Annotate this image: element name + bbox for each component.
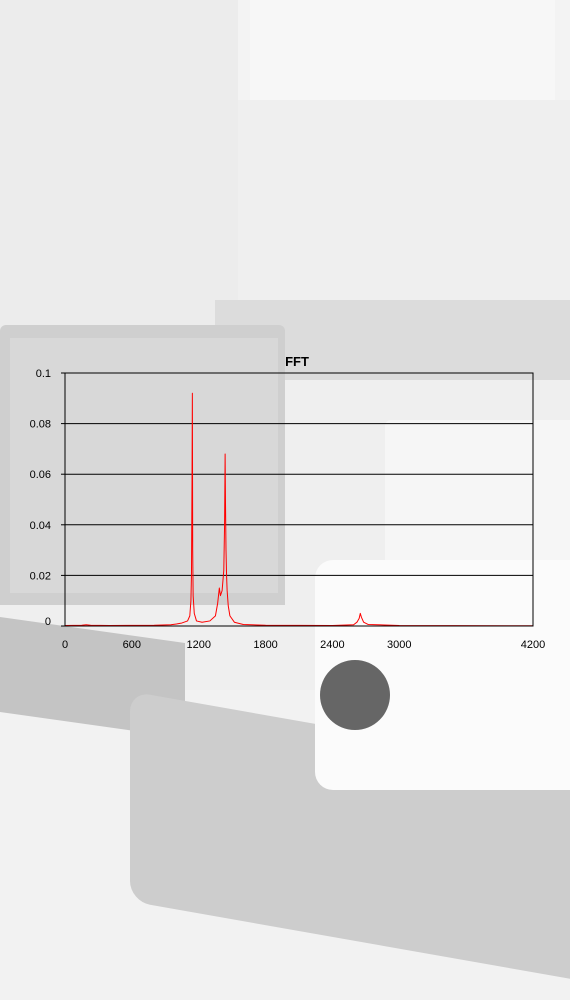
x-tick-label: 2400 bbox=[320, 639, 344, 651]
x-tick-label: 4200 bbox=[521, 639, 545, 651]
fft-series-line bbox=[64, 392, 534, 627]
x-tick-label: 1800 bbox=[253, 639, 277, 651]
y-tick-label: 0.02 bbox=[30, 570, 51, 582]
y-tick-label: 0.04 bbox=[30, 520, 51, 532]
x-axis-ticks: 0 600 1200 1800 2400 3000 4200 bbox=[62, 639, 545, 651]
plot-frame bbox=[64, 372, 534, 627]
chart-grid bbox=[65, 423, 533, 576]
y-tick-label: 0.08 bbox=[30, 419, 51, 431]
x-tick-label: 0 bbox=[62, 639, 68, 651]
y-tick-label: 0.1 bbox=[36, 368, 51, 380]
series-layer bbox=[64, 392, 534, 627]
x-tick-label: 1200 bbox=[186, 639, 210, 651]
y-tick-label: 0 bbox=[45, 616, 51, 628]
chart-title: FFT bbox=[285, 354, 309, 369]
y-tick-label: 0.06 bbox=[30, 469, 51, 481]
y-axis-ticks: 0 0.02 0.04 0.06 0.08 0.1 bbox=[30, 368, 65, 628]
x-tick-label: 600 bbox=[123, 639, 141, 651]
x-tick-label: 3000 bbox=[387, 639, 411, 651]
